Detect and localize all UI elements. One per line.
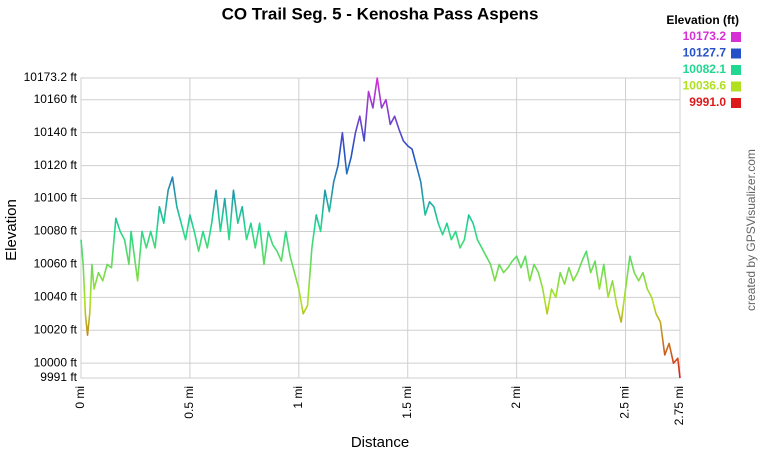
y-tick-label: 10100 ft [34,191,78,205]
x-tick-label: 2.5 mi [618,386,632,419]
y-tick-label: 10060 ft [34,257,78,271]
credit: created by GPSVisualizer.com [744,149,758,311]
y-tick-label: 10000 ft [34,355,78,369]
y-tick-label: 10160 ft [34,92,78,106]
legend-swatch [731,32,741,42]
y-tick-label: 10040 ft [34,289,78,303]
legend-label: 10036.6 [683,79,727,93]
x-tick-label: 1 mi [291,386,305,409]
legend-swatch [731,81,741,92]
y-tick-label: 10020 ft [34,322,78,336]
legend-swatch [731,65,741,75]
y-tick-label: 9991 ft [40,370,77,384]
legend-label: 9991.0 [689,95,726,109]
x-tick-label: 0 mi [73,386,87,409]
x-axis-title: Distance [351,434,409,451]
x-tick-label: 2.75 mi [672,386,686,425]
legend-label: 10082.1 [683,62,727,76]
plot-area [80,77,681,379]
x-tick-label: 2 mi [509,386,523,409]
elevation-line [80,77,681,379]
y-tick-label: 10120 ft [34,158,78,172]
y-axis-title: Elevation [3,199,20,261]
y-tick-label: 10140 ft [34,125,78,139]
chart-title: CO Trail Seg. 5 - Kenosha Pass Aspens [222,4,539,23]
legend-label: 10173.2 [683,29,727,43]
y-tick-label: 10173.2 ft [24,70,78,84]
legend-swatch [731,48,741,59]
x-tick-label: 1.5 mi [400,386,414,419]
legend-label: 10127.7 [683,46,727,60]
legend-swatch [731,98,741,108]
x-tick-label: 0.5 mi [182,386,196,419]
y-tick-label: 10080 ft [34,224,78,238]
legend-title: Elevation (ft) [666,13,739,27]
